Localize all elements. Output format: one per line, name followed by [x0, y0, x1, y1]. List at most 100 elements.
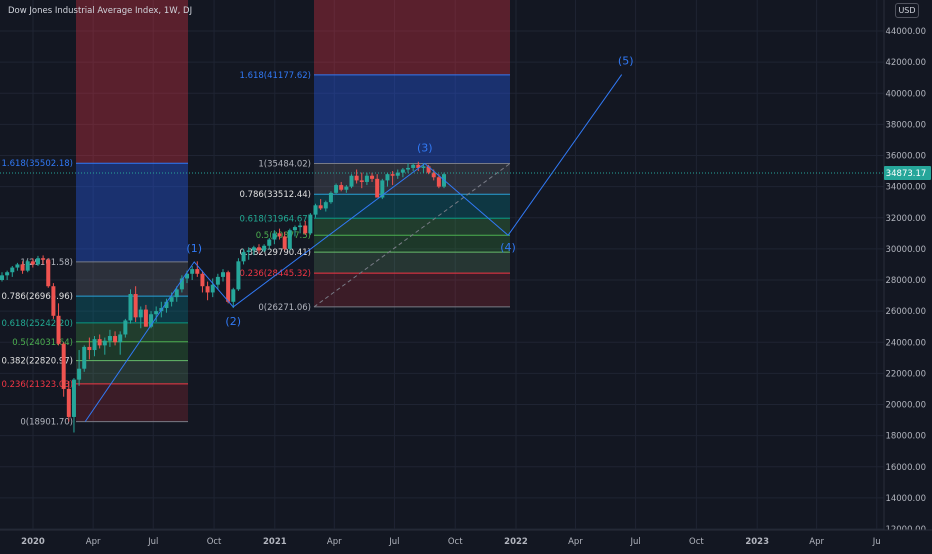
candle-body — [118, 334, 123, 343]
wave-label: (5) — [618, 55, 634, 68]
candle-body — [370, 175, 375, 179]
candle-body — [416, 164, 421, 168]
candle-body — [46, 259, 51, 287]
candle — [118, 331, 123, 355]
fib-level-label: 0.618(25242.20) — [1, 319, 73, 329]
candle-body — [308, 214, 313, 234]
price-tick-label: 30000.00 — [885, 245, 926, 255]
candle — [71, 378, 76, 433]
candle-body — [5, 272, 10, 276]
fib-level-label: 0.382(22820.97) — [1, 357, 73, 367]
time-tick-label: Jul — [388, 537, 399, 547]
candle — [313, 203, 318, 218]
fib-level-label: 0(26271.06) — [258, 303, 311, 313]
candle-body — [385, 174, 390, 181]
candle-body — [344, 186, 349, 190]
candle-body — [272, 233, 277, 240]
time-tick-label: 2022 — [504, 537, 528, 547]
fib-level-label: 1.618(41177.62) — [239, 71, 311, 81]
candle — [241, 248, 246, 265]
candle — [51, 283, 56, 319]
candle — [221, 269, 225, 282]
candle — [123, 318, 128, 338]
price-tick-label: 42000.00 — [885, 58, 926, 68]
price-tick-label: 20000.00 — [885, 401, 926, 411]
candle-body — [303, 225, 308, 234]
candle-body — [102, 340, 107, 346]
candle-body — [375, 178, 380, 198]
candle-body — [107, 336, 112, 341]
candle-body — [41, 258, 46, 260]
candle — [0, 272, 4, 282]
candle-body — [169, 297, 174, 302]
fib-band — [314, 74, 510, 164]
time-tick-label: Oct — [448, 537, 463, 547]
candle-body — [246, 250, 251, 252]
candle — [334, 183, 339, 195]
fib-band — [314, 163, 510, 195]
candle-body — [92, 339, 97, 351]
candle-body — [431, 172, 436, 178]
candle-body — [66, 388, 71, 417]
candle-body — [82, 346, 87, 369]
candle-body — [298, 225, 303, 228]
time-tick-label: Apr — [86, 537, 101, 547]
candle — [102, 337, 107, 355]
candle — [344, 185, 349, 193]
time-tick-label: 2020 — [21, 537, 45, 547]
fib-level-label: 0.618(31964.67) — [239, 214, 311, 224]
time-tick-label: Ju — [872, 537, 881, 547]
candle — [298, 222, 303, 234]
candle — [210, 278, 215, 298]
fib-level-label: 0.5(30877.5) — [256, 231, 311, 241]
candle — [328, 191, 333, 204]
candle-body — [77, 368, 82, 380]
candle — [226, 270, 231, 304]
candle — [190, 265, 195, 280]
candle-body — [241, 251, 246, 262]
last-price-label: 34873.17 — [886, 169, 927, 179]
candle-body — [359, 180, 364, 182]
price-axis: 44000.00 42000.00 40000.00 38000.00 36000.00… — [883, 0, 932, 550]
candle-body — [390, 174, 395, 176]
candle-body — [113, 336, 118, 343]
candle-body — [87, 346, 92, 351]
candle — [246, 247, 251, 260]
candle — [385, 172, 390, 187]
currency-badge[interactable]: USD — [895, 3, 919, 18]
candle-body — [262, 245, 267, 251]
candle — [272, 230, 277, 245]
candle-body — [334, 185, 339, 193]
candle-body — [97, 339, 102, 346]
fib-band — [76, 322, 188, 342]
candle — [359, 172, 364, 189]
candle-body — [138, 309, 143, 318]
candle-body — [267, 239, 272, 246]
fib-extension-zone — [314, 0, 510, 75]
candle — [133, 286, 138, 323]
fib-trend-line — [313, 163, 511, 308]
candle — [323, 200, 328, 212]
candle-body — [51, 286, 56, 316]
candle-body — [292, 227, 297, 231]
candle — [287, 228, 292, 251]
wave-label: (2) — [225, 315, 241, 328]
candle — [87, 337, 92, 360]
candle — [256, 244, 261, 254]
candle — [215, 273, 220, 290]
price-tick-label: 38000.00 — [885, 120, 926, 130]
candle-body — [231, 289, 236, 302]
candle — [200, 270, 205, 293]
time-tick-label: Apr — [327, 537, 342, 547]
candle — [56, 303, 61, 346]
time-tick-label: 2023 — [745, 537, 769, 547]
time-axis-bg — [0, 530, 932, 550]
wave-path — [84, 74, 623, 422]
time-tick-label: Jul — [629, 537, 640, 547]
candle — [20, 261, 25, 274]
price-tick-label: 40000.00 — [885, 89, 926, 99]
candle — [15, 262, 20, 271]
candle-body — [195, 269, 200, 274]
